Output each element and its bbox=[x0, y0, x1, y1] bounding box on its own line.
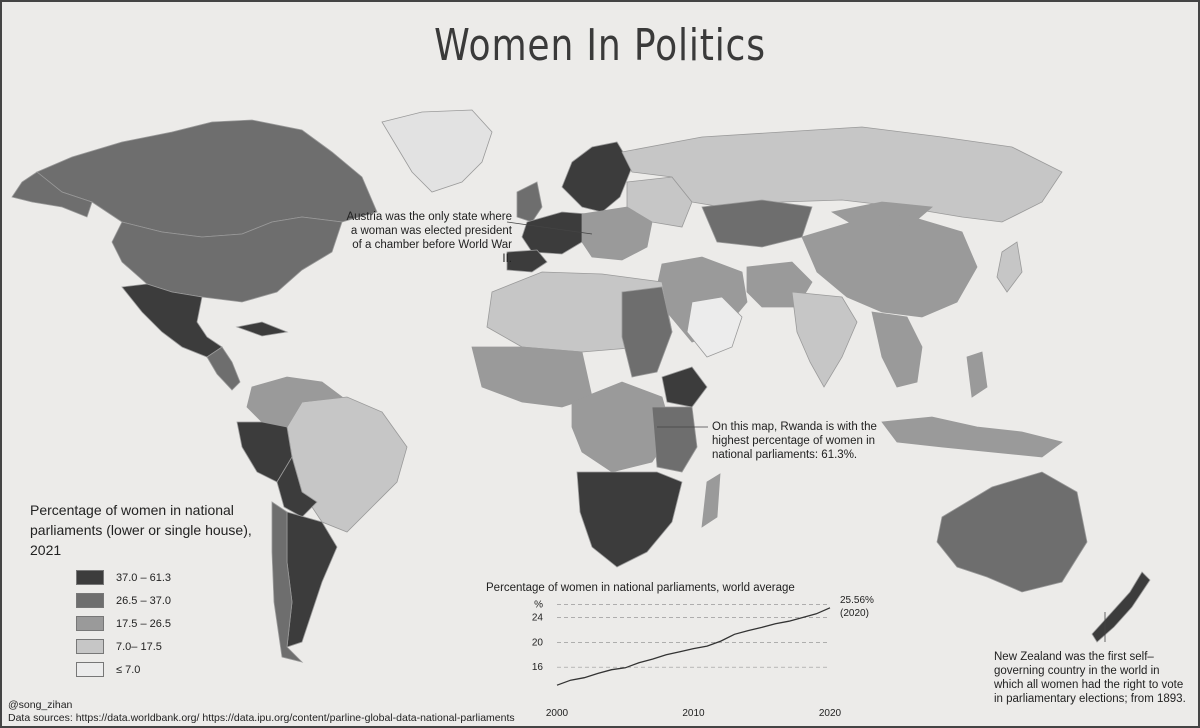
philippines bbox=[966, 351, 988, 398]
bolivia bbox=[276, 456, 318, 518]
usa bbox=[111, 216, 343, 303]
australia bbox=[936, 471, 1088, 593]
chart-y-tick-label: 16 bbox=[532, 662, 544, 673]
chile bbox=[271, 501, 304, 663]
mongolia bbox=[830, 201, 933, 231]
legend-item: ≤ 7.0 bbox=[76, 658, 280, 681]
austria-note: Austria was the only state where a woman… bbox=[346, 211, 512, 265]
egypt-sudan bbox=[621, 286, 673, 378]
new-zealand-note: New Zealand was the first self–governing… bbox=[994, 651, 1186, 705]
india bbox=[791, 291, 858, 388]
author-credit: @song_zihan bbox=[8, 699, 73, 711]
chart-tick-labels: 16 20 24 2000 2010 2020 bbox=[532, 613, 842, 719]
chart-end-value: 25.56% bbox=[840, 595, 874, 606]
legend-title: Percentage of women in national parliame… bbox=[30, 502, 252, 558]
east-africa bbox=[651, 406, 698, 473]
chart-y-tick-label: 24 bbox=[532, 613, 544, 624]
canada bbox=[36, 119, 378, 238]
saudi-arabia bbox=[686, 296, 743, 358]
russia bbox=[621, 126, 1063, 223]
uk-ireland bbox=[516, 181, 543, 223]
world-average-line bbox=[556, 607, 831, 686]
data-sources: Data sources: https://data.worldbank.org… bbox=[8, 712, 515, 724]
legend: Percentage of women in national parliame… bbox=[30, 500, 280, 681]
alaska bbox=[11, 171, 93, 218]
legend-label: 26.5 – 37.0 bbox=[116, 594, 172, 607]
legend-label: ≤ 7.0 bbox=[116, 663, 141, 676]
legend-item: 37.0 – 61.3 bbox=[76, 566, 280, 589]
greenland bbox=[381, 109, 493, 193]
chart-gridlines bbox=[557, 604, 830, 668]
central-africa bbox=[571, 381, 673, 473]
cuba bbox=[235, 321, 289, 337]
chart-x-tick-label: 2020 bbox=[819, 708, 842, 719]
kazakhstan bbox=[701, 199, 813, 248]
new-zealand bbox=[1091, 571, 1151, 643]
legend-swatch bbox=[76, 593, 104, 608]
southern-africa bbox=[576, 471, 683, 568]
legend-label: 17.5 – 26.5 bbox=[116, 617, 172, 630]
page-title: Women In Politics bbox=[434, 20, 766, 71]
southeast-asia bbox=[871, 311, 923, 388]
indonesia bbox=[881, 416, 1063, 458]
west-africa bbox=[471, 346, 593, 408]
austria-leader-line bbox=[506, 221, 593, 235]
legend-label: 37.0 – 61.3 bbox=[116, 571, 172, 584]
chart-end-note: (2020) bbox=[840, 608, 869, 619]
legend-item: 7.0– 17.5 bbox=[76, 635, 280, 658]
ethiopia bbox=[661, 366, 708, 408]
chart-y-tick-label: 20 bbox=[532, 637, 544, 648]
western-europe bbox=[521, 211, 588, 255]
chart-title: Percentage of women in national parliame… bbox=[486, 582, 795, 594]
legend-item: 17.5 – 26.5 bbox=[76, 612, 280, 635]
argentina bbox=[286, 511, 338, 648]
iberia bbox=[506, 249, 548, 273]
mexico bbox=[121, 283, 223, 358]
central-america bbox=[206, 346, 241, 391]
legend-swatch bbox=[76, 616, 104, 631]
chart-x-tick-label: 2010 bbox=[682, 708, 705, 719]
world-average-chart: 16 20 24 2000 2010 2020 % 25.56% (2020) bbox=[532, 595, 874, 719]
legend-swatch bbox=[76, 570, 104, 585]
rwanda-note: On this map, Rwanda is with the highest … bbox=[712, 421, 877, 461]
legend-label: 7.0– 17.5 bbox=[116, 640, 162, 653]
scandinavia bbox=[561, 141, 633, 213]
japan bbox=[996, 241, 1023, 293]
legend-swatch bbox=[76, 639, 104, 654]
legend-swatch bbox=[76, 662, 104, 677]
chart-y-unit: % bbox=[534, 599, 543, 610]
madagascar bbox=[701, 473, 721, 528]
venezuela-colombia bbox=[246, 376, 344, 428]
chart-x-tick-label: 2000 bbox=[546, 708, 569, 719]
legend-item: 26.5 – 37.0 bbox=[76, 589, 280, 612]
